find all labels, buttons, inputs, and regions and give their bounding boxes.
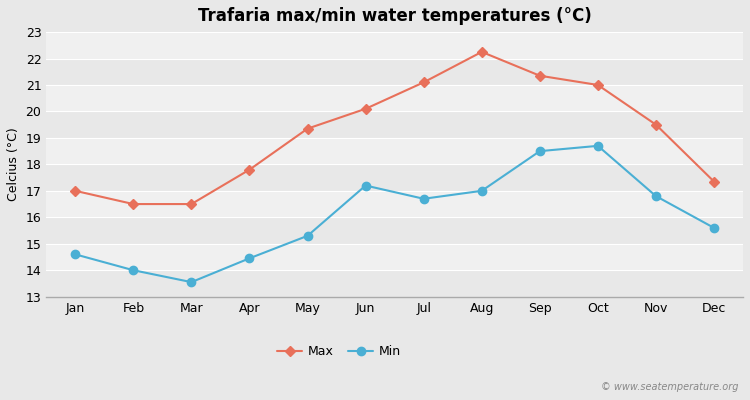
Line: Max: Max (72, 48, 718, 208)
Min (361, 183, 370, 188)
Y-axis label: Celcius (°C): Celcius (°C) (7, 128, 20, 201)
Legend: Max, Min: Max, Min (272, 340, 406, 363)
Text: © www.seatemperature.org: © www.seatemperature.org (602, 382, 739, 392)
Max (303, 126, 312, 131)
Min (303, 234, 312, 238)
Min (419, 196, 428, 201)
Min (129, 268, 138, 273)
Max (361, 106, 370, 111)
Bar (46, 138, 743, 164)
Max (129, 202, 138, 206)
Bar (46, 270, 743, 297)
Max (593, 82, 602, 87)
Min (187, 280, 196, 284)
Max (477, 50, 486, 54)
Max (536, 73, 544, 78)
Min (536, 149, 544, 154)
Bar (46, 244, 743, 270)
Max (245, 167, 254, 172)
Bar (46, 217, 743, 244)
Min (652, 194, 661, 198)
Bar (46, 58, 743, 85)
Max (70, 188, 80, 193)
Bar (46, 164, 743, 191)
Min (70, 252, 80, 257)
Line: Min: Min (71, 142, 718, 286)
Min (710, 226, 718, 230)
Bar (46, 32, 743, 58)
Min (245, 256, 254, 261)
Max (187, 202, 196, 206)
Min (593, 144, 602, 148)
Bar (46, 112, 743, 138)
Bar (46, 85, 743, 112)
Max (652, 122, 661, 127)
Max (710, 179, 718, 184)
Title: Trafaria max/min water temperatures (°C): Trafaria max/min water temperatures (°C) (198, 7, 592, 25)
Max (419, 80, 428, 85)
Min (477, 188, 486, 193)
Bar (46, 191, 743, 217)
